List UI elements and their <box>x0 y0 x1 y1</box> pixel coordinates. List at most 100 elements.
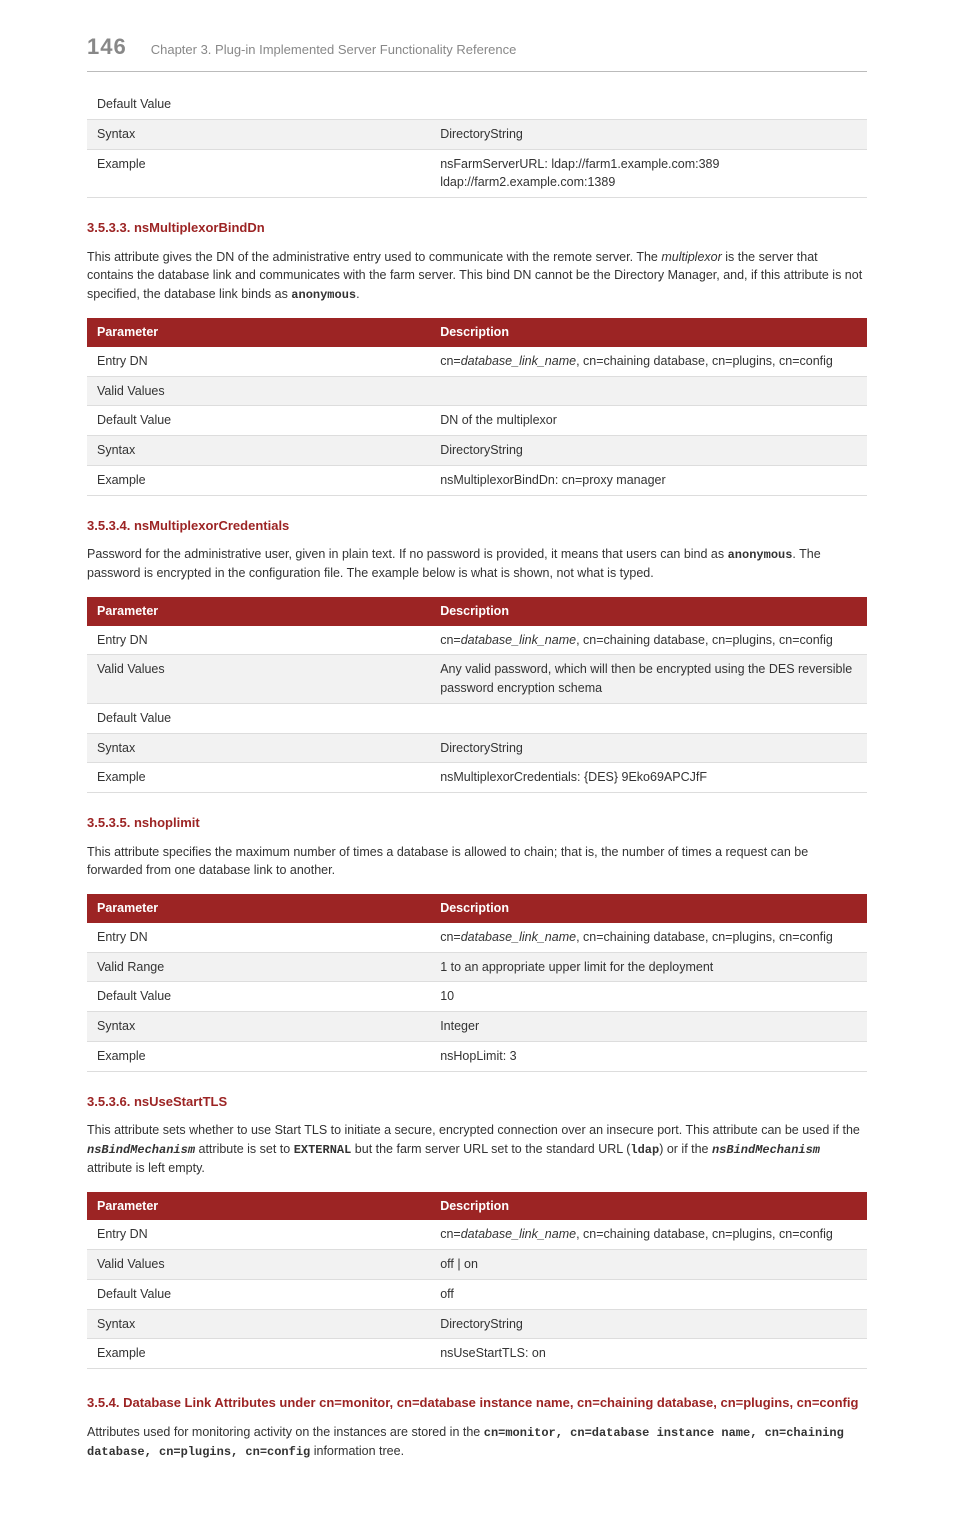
col-parameter: Parameter <box>87 597 430 626</box>
col-description: Description <box>430 1192 867 1221</box>
cell-param: Syntax <box>87 1012 430 1042</box>
text-mono: anonymous <box>291 288 356 302</box>
cell-param: Valid Range <box>87 952 430 982</box>
cell-param: Entry DN <box>87 347 430 376</box>
table-row: Example nsMultiplexorBindDn: cn=proxy ma… <box>87 465 867 495</box>
text: cn= <box>440 1227 461 1241</box>
table-row: Example nsHopLimit: 3 <box>87 1041 867 1071</box>
cell-param: Default Value <box>87 1279 430 1309</box>
cell-param: Example <box>87 1339 430 1369</box>
col-description: Description <box>430 597 867 626</box>
cell-desc: nsUseStartTLS: on <box>430 1339 867 1369</box>
section-heading-hoplimit: 3.5.3.5. nshoplimit <box>87 813 867 833</box>
table-row: Example nsFarmServerURL: ldap://farm1.ex… <box>87 149 867 198</box>
cell-param: Example <box>87 763 430 793</box>
table-row: Default Value <box>87 703 867 733</box>
text: , cn=chaining database, cn=plugins, cn=c… <box>576 354 833 368</box>
text: , cn=chaining database, cn=plugins, cn=c… <box>576 1227 833 1241</box>
cell-desc <box>430 703 867 733</box>
text: cn= <box>440 930 461 944</box>
cell-param: Entry DN <box>87 626 430 655</box>
cell-param: Valid Values <box>87 376 430 406</box>
cell-param: Example <box>87 465 430 495</box>
text: but the farm server URL set to the stand… <box>351 1142 630 1156</box>
section-body-credentials: Password for the administrative user, gi… <box>87 545 867 583</box>
cell-desc: DirectoryString <box>430 733 867 763</box>
table-header-row: Parameter Description <box>87 894 867 923</box>
text: , cn=chaining database, cn=plugins, cn=c… <box>576 633 833 647</box>
text-italic: database_link_name <box>461 1227 576 1241</box>
text: ) or if the <box>659 1142 712 1156</box>
text: attribute is set to <box>195 1142 294 1156</box>
table-hoplimit: Parameter Description Entry DN cn=databa… <box>87 894 867 1072</box>
cell-param: Valid Values <box>87 1250 430 1280</box>
text: Password for the administrative user, gi… <box>87 547 728 561</box>
cell-desc: off | on <box>430 1250 867 1280</box>
cell-desc: cn=database_link_name, cn=chaining datab… <box>430 626 867 655</box>
cell-desc: DirectoryString <box>430 436 867 466</box>
table-row: Example nsUseStartTLS: on <box>87 1339 867 1369</box>
table-starttls: Parameter Description Entry DN cn=databa… <box>87 1192 867 1370</box>
cell-desc: 10 <box>430 982 867 1012</box>
col-parameter: Parameter <box>87 894 430 923</box>
col-parameter: Parameter <box>87 1192 430 1221</box>
section-body-binddn: This attribute gives the DN of the admin… <box>87 248 867 305</box>
cell-param: Default Value <box>87 90 430 119</box>
text-mono: ldap <box>630 1143 659 1157</box>
cell-desc <box>430 376 867 406</box>
table-header-row: Parameter Description <box>87 597 867 626</box>
section-heading-credentials: 3.5.3.4. nsMultiplexorCredentials <box>87 516 867 536</box>
col-parameter: Parameter <box>87 318 430 347</box>
cell-desc: nsMultiplexorCredentials: {DES} 9Eko69AP… <box>430 763 867 793</box>
cell-param: Entry DN <box>87 923 430 952</box>
cell-param: Syntax <box>87 733 430 763</box>
cell-desc <box>430 90 867 119</box>
section-heading-binddn: 3.5.3.3. nsMultiplexorBindDn <box>87 218 867 238</box>
table-row: Valid Range 1 to an appropriate upper li… <box>87 952 867 982</box>
cell-desc: cn=database_link_name, cn=chaining datab… <box>430 1220 867 1249</box>
text-mono: nsBindMechanism <box>712 1143 820 1157</box>
text: . <box>356 287 359 301</box>
cell-desc: DirectoryString <box>430 119 867 149</box>
text: cn= <box>440 354 461 368</box>
cell-desc: nsMultiplexorBindDn: cn=proxy manager <box>430 465 867 495</box>
text-mono: anonymous <box>728 548 793 562</box>
cell-desc: nsFarmServerURL: ldap://farm1.example.co… <box>430 149 867 198</box>
cell-desc: DN of the multiplexor <box>430 406 867 436</box>
text-italic: database_link_name <box>461 354 576 368</box>
table-row: Syntax DirectoryString <box>87 119 867 149</box>
text: attribute is left empty. <box>87 1161 205 1175</box>
cell-desc: 1 to an appropriate upper limit for the … <box>430 952 867 982</box>
col-description: Description <box>430 318 867 347</box>
text-italic: database_link_name <box>461 930 576 944</box>
table-row: Valid Values <box>87 376 867 406</box>
text: , cn=chaining database, cn=plugins, cn=c… <box>576 930 833 944</box>
text: This attribute gives the DN of the admin… <box>87 250 661 264</box>
table-row: Default Value off <box>87 1279 867 1309</box>
cell-desc: off <box>430 1279 867 1309</box>
text-mono: nsBindMechanism <box>87 1143 195 1157</box>
text-italic: database_link_name <box>461 633 576 647</box>
section-body-starttls: This attribute sets whether to use Start… <box>87 1121 867 1178</box>
text-mono: EXTERNAL <box>294 1143 352 1157</box>
cell-desc: cn=database_link_name, cn=chaining datab… <box>430 347 867 376</box>
table-row: Default Value <box>87 90 867 119</box>
text: This attribute sets whether to use Start… <box>87 1123 860 1137</box>
cell-param: Example <box>87 1041 430 1071</box>
table-row: Syntax DirectoryString <box>87 436 867 466</box>
page-number: 146 <box>87 30 127 63</box>
cell-param: Valid Values <box>87 655 430 704</box>
table-row: Example nsMultiplexorCredentials: {DES} … <box>87 763 867 793</box>
col-description: Description <box>430 894 867 923</box>
table-row: Syntax Integer <box>87 1012 867 1042</box>
table-header-row: Parameter Description <box>87 318 867 347</box>
cell-param: Entry DN <box>87 1220 430 1249</box>
section-body-monitor: Attributes used for monitoring activity … <box>87 1423 867 1461</box>
section-heading-monitor: 3.5.4. Database Link Attributes under cn… <box>87 1393 867 1413</box>
text: cn= <box>440 633 461 647</box>
cell-desc: cn=database_link_name, cn=chaining datab… <box>430 923 867 952</box>
table-row: Valid Values Any valid password, which w… <box>87 655 867 704</box>
text: information tree. <box>310 1444 404 1458</box>
cell-param: Syntax <box>87 436 430 466</box>
section-body-hoplimit: This attribute specifies the maximum num… <box>87 843 867 881</box>
